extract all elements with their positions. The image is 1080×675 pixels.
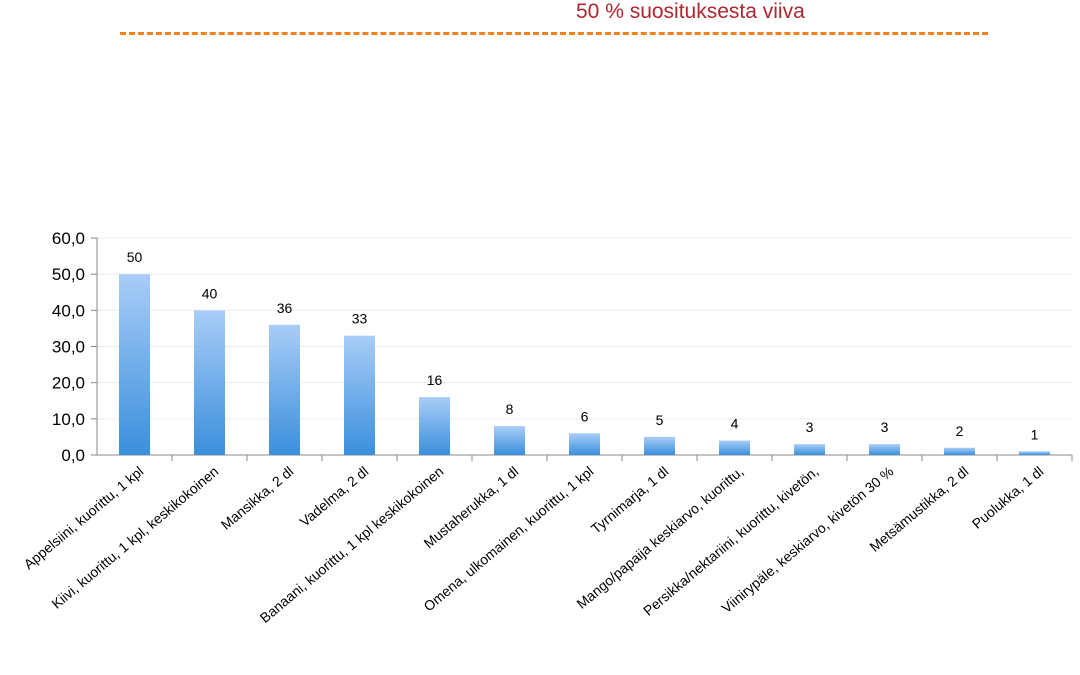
y-tick-label: 30,0 <box>52 338 85 357</box>
bar <box>344 335 375 455</box>
data-label: 3 <box>806 419 814 435</box>
labels: 0,0 10,0 20,0 30,0 40,0 50,0 60,0 50 Appelsiini,… <box>20 229 1046 626</box>
y-tick-label: 10,0 <box>52 410 85 429</box>
data-label: 3 <box>881 419 889 435</box>
reference-line <box>120 32 988 35</box>
bar <box>269 324 300 455</box>
y-tick-label: 60,0 <box>52 229 85 248</box>
y-tick-label: 50,0 <box>52 265 85 284</box>
bar <box>944 447 975 455</box>
gridlines <box>97 237 1072 420</box>
bar <box>569 433 600 455</box>
y-tick-label: 20,0 <box>52 374 85 393</box>
data-label: 50 <box>127 249 143 265</box>
y-tick-label: 40,0 <box>52 301 85 320</box>
data-label: 36 <box>277 300 293 316</box>
bar <box>869 444 900 455</box>
data-label: 2 <box>956 423 964 439</box>
category-label: Puolukka, 1 dl <box>969 463 1047 532</box>
bar <box>119 274 150 455</box>
data-label: 33 <box>352 311 368 327</box>
bar <box>794 444 825 455</box>
bars <box>119 274 1050 455</box>
category-label: Appelsiini, kuorittu, 1 kpl <box>20 463 146 572</box>
bar <box>719 440 750 455</box>
data-label: 8 <box>506 401 514 417</box>
data-label: 4 <box>731 416 739 432</box>
axes <box>91 237 1073 461</box>
category-label: Kiivi, kuorittu, 1 kpl, keskikokoinen <box>48 463 221 612</box>
y-tick-label: 0,0 <box>61 446 85 465</box>
bar <box>494 426 525 455</box>
data-label: 1 <box>1031 426 1039 442</box>
bar <box>644 436 675 455</box>
category-label: Mansikka, 2 dl <box>218 463 297 533</box>
category-label: Vadelma, 2 dl <box>296 463 371 530</box>
bar <box>1019 451 1050 455</box>
data-label: 40 <box>202 285 218 301</box>
bar <box>194 310 225 455</box>
data-label: 16 <box>427 372 443 388</box>
bar <box>419 397 450 455</box>
reference-line-label: 50 % suosituksesta viiva <box>576 0 805 23</box>
data-label: 6 <box>581 408 589 424</box>
data-label: 5 <box>656 412 664 428</box>
category-label: Tyrnimarja, 1 dl <box>588 463 672 537</box>
